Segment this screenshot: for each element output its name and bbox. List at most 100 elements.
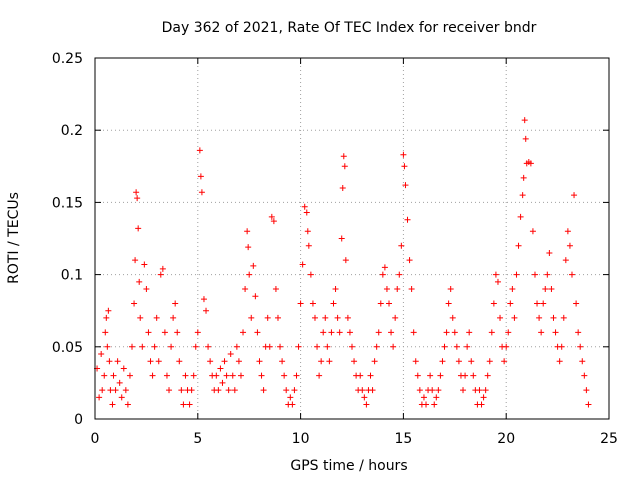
data-point: [427, 372, 434, 379]
data-point: [568, 271, 575, 278]
data-point: [386, 300, 393, 307]
data-point: [369, 387, 376, 394]
data-point: [221, 358, 228, 365]
data-point: [416, 387, 423, 394]
data-point: [505, 329, 512, 336]
data-point: [198, 189, 205, 196]
data-point: [326, 358, 333, 365]
grid-lines: [95, 58, 609, 419]
data-point: [536, 314, 543, 321]
data-point: [172, 300, 179, 307]
data-point: [579, 358, 586, 365]
data-point: [390, 343, 397, 350]
data-point: [583, 387, 590, 394]
data-point: [196, 147, 203, 154]
data-point: [105, 307, 112, 314]
data-point: [451, 329, 458, 336]
data-point: [573, 300, 580, 307]
y-tick-label: 0.05: [52, 340, 83, 356]
data-point: [339, 184, 346, 191]
data-point: [529, 228, 536, 235]
data-point: [277, 343, 284, 350]
data-point: [346, 329, 353, 336]
data-point: [520, 174, 527, 181]
data-point: [377, 300, 384, 307]
data-point: [538, 329, 545, 336]
y-axis-label: ROTI / TECUs: [6, 192, 22, 284]
data-point: [460, 387, 467, 394]
data-point: [447, 286, 454, 293]
data-point: [309, 300, 316, 307]
data-point: [509, 286, 516, 293]
data-point: [217, 365, 224, 372]
data-point: [163, 372, 170, 379]
data-point: [581, 372, 588, 379]
data-point: [334, 314, 341, 321]
data-point: [464, 343, 471, 350]
data-point: [519, 192, 526, 199]
data-point: [507, 300, 514, 307]
data-point: [246, 271, 253, 278]
data-point: [453, 343, 460, 350]
data-point: [383, 286, 390, 293]
data-point: [367, 372, 374, 379]
data-point: [392, 314, 399, 321]
data-point: [116, 379, 123, 386]
data-point: [99, 387, 106, 394]
data-point: [215, 387, 222, 394]
data-point: [235, 358, 242, 365]
x-tick-label: 10: [292, 431, 310, 447]
data-point: [488, 329, 495, 336]
data-point: [445, 300, 452, 307]
data-point: [291, 387, 298, 394]
data-point: [540, 300, 547, 307]
data-point: [197, 173, 204, 180]
data-point: [170, 314, 177, 321]
data-point: [394, 286, 401, 293]
data-point: [237, 372, 244, 379]
y-tick-label: 0.25: [52, 51, 83, 67]
data-point: [145, 329, 152, 336]
data-point: [316, 372, 323, 379]
x-tick-label: 5: [193, 431, 202, 447]
data-point: [571, 192, 578, 199]
data-point: [161, 329, 168, 336]
data-point: [328, 329, 335, 336]
data-point: [344, 314, 351, 321]
y-tick-label: 0.2: [61, 123, 83, 139]
data-point: [320, 329, 327, 336]
data-point: [122, 387, 129, 394]
data-point: [245, 244, 252, 251]
data-point: [233, 343, 240, 350]
data-point: [455, 358, 462, 365]
y-tick-label: 0.15: [52, 195, 83, 211]
data-point: [227, 351, 234, 358]
data-point: [314, 343, 321, 350]
data-point: [155, 358, 162, 365]
data-point: [482, 387, 489, 394]
data-point: [174, 329, 181, 336]
data-point: [478, 401, 485, 408]
data-point: [293, 372, 300, 379]
data-point: [311, 314, 318, 321]
data-point: [501, 358, 508, 365]
data-point: [223, 372, 230, 379]
data-point: [351, 358, 358, 365]
data-point: [410, 329, 417, 336]
data-point: [522, 135, 529, 142]
data-point: [375, 329, 382, 336]
data-point: [575, 329, 582, 336]
data-point: [332, 286, 339, 293]
data-point: [401, 163, 408, 170]
data-point: [304, 228, 311, 235]
data-point: [147, 358, 154, 365]
data-point: [120, 365, 127, 372]
data-point: [149, 372, 156, 379]
data-point: [96, 394, 103, 401]
data-point: [143, 286, 150, 293]
data-point: [295, 343, 302, 350]
data-point: [124, 401, 131, 408]
data-point: [431, 401, 438, 408]
data-point: [200, 296, 207, 303]
data-point: [490, 300, 497, 307]
